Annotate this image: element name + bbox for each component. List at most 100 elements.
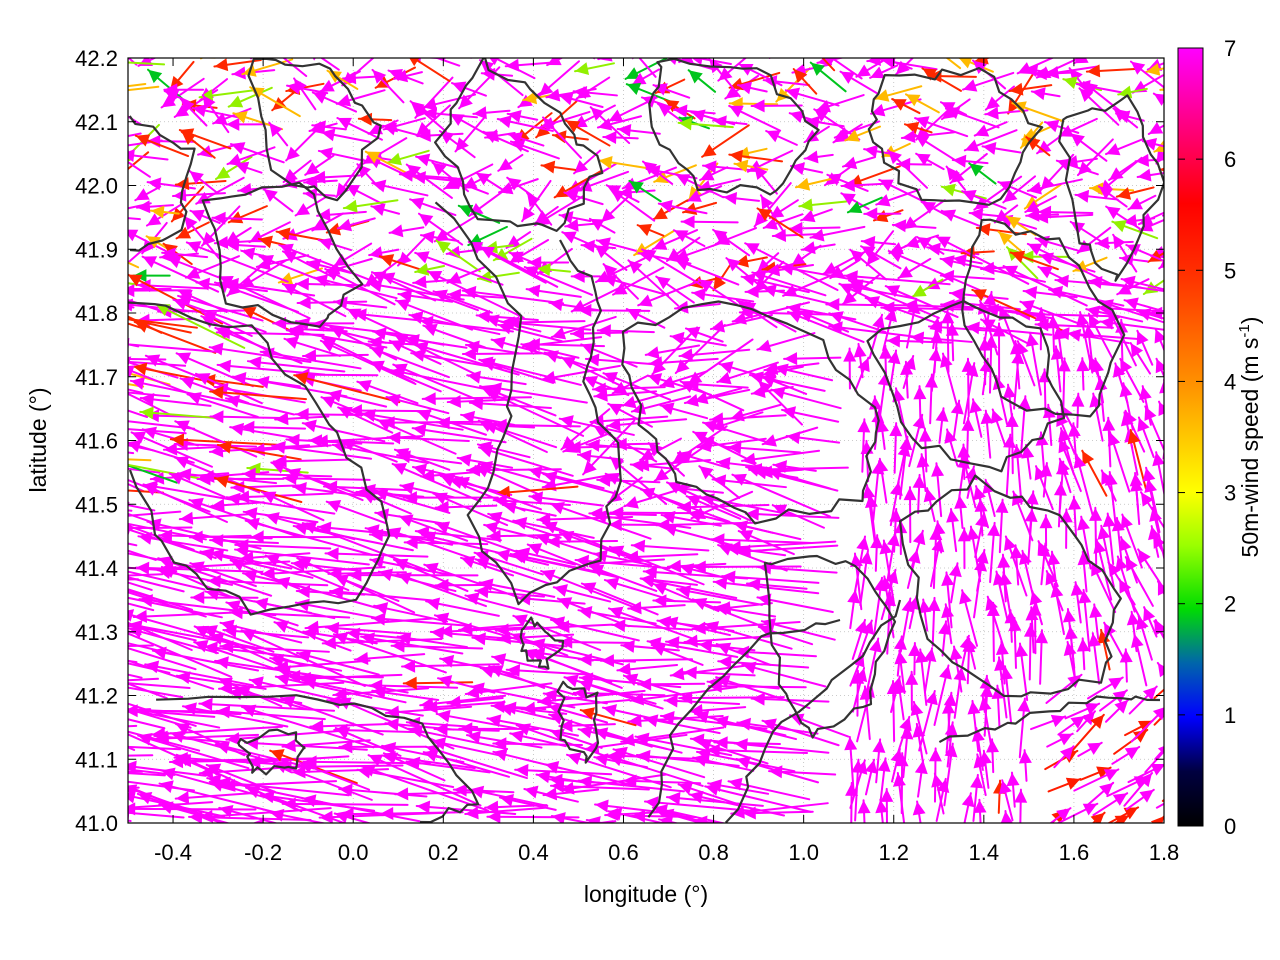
wind-arrow-397 xyxy=(961,190,1007,210)
wind-arrow-428 xyxy=(526,191,553,226)
wind-arrow-shaft xyxy=(461,289,565,305)
wind-arrow-shaft xyxy=(246,360,346,373)
wind-arrow-head xyxy=(305,162,320,175)
wind-arrow-500 xyxy=(997,230,1027,257)
wind-arrow-head xyxy=(1067,328,1082,342)
wind-arrow-shaft xyxy=(454,477,542,511)
wind-arrow-shaft xyxy=(525,31,559,40)
wind-arrow-1053 xyxy=(745,464,839,492)
wind-arrow-336 xyxy=(733,159,769,173)
wind-arrow-head xyxy=(941,183,956,197)
wind-arrow-head xyxy=(726,258,741,272)
wind-arrow-head xyxy=(254,597,269,611)
wind-arrow-134 xyxy=(792,68,818,95)
wind-arrow-head xyxy=(939,665,952,680)
wind-arrow-head xyxy=(741,273,756,286)
wind-arrow-446 xyxy=(920,200,949,218)
wind-arrow-head xyxy=(137,279,151,293)
wind-arrow-head xyxy=(365,151,381,164)
wind-arrow-head xyxy=(321,396,336,409)
wind-arrow-360 xyxy=(145,202,184,227)
wind-arrow-1061 xyxy=(1021,443,1035,480)
wind-arrow-1606 xyxy=(601,704,673,724)
wind-arrow-head xyxy=(554,185,570,198)
wind-arrow-245 xyxy=(963,129,1018,152)
wind-arrow-head xyxy=(1224,688,1238,700)
wind-arrow-head xyxy=(1039,515,1053,529)
wind-arrow-shaft xyxy=(128,632,233,678)
wind-arrow-head xyxy=(826,298,840,312)
wind-arrow-403 xyxy=(1097,185,1128,208)
wind-arrow-shaft xyxy=(45,467,121,476)
wind-arrow-head xyxy=(983,291,997,306)
wind-arrow-head xyxy=(145,354,161,367)
wind-arrow-1215 xyxy=(1039,514,1053,547)
wind-arrow-head xyxy=(217,440,232,454)
wind-arrow-1577 xyxy=(1153,688,1164,700)
wind-arrow-385 xyxy=(674,173,725,199)
wind-arrow-1025 xyxy=(168,472,226,499)
wind-arrow-head xyxy=(1207,646,1220,660)
wind-arrow-head xyxy=(861,246,876,259)
wind-arrow-788 xyxy=(560,356,626,389)
wind-arrow-17 xyxy=(457,58,472,59)
wind-arrow-head xyxy=(103,85,117,98)
wind-arrow-shaft xyxy=(286,675,384,679)
wind-arrow-head xyxy=(1153,534,1164,549)
wind-arrow-head xyxy=(182,702,197,716)
wind-arrow-head xyxy=(5,514,19,527)
wind-arrow-head xyxy=(961,417,975,432)
wind-arrow-1003 xyxy=(857,418,871,473)
wind-arrow-head xyxy=(1117,282,1132,295)
wind-arrow-head xyxy=(313,274,329,287)
wind-arrow-shaft xyxy=(543,45,587,49)
wind-arrow-shaft xyxy=(1210,646,1220,685)
wind-arrow-533 xyxy=(593,244,628,271)
wind-arrow-head xyxy=(1025,491,1039,505)
wind-arrow-head xyxy=(985,96,1000,110)
wind-arrow-588 xyxy=(641,248,708,290)
wind-arrow-head xyxy=(1129,472,1143,487)
wind-arrow-455 xyxy=(1122,214,1156,228)
wind-arrow-head xyxy=(745,284,759,298)
wind-arrow-head xyxy=(617,662,631,676)
wind-arrow-head xyxy=(617,124,632,137)
wind-arrow-shaft xyxy=(1207,336,1222,394)
wind-arrow-head xyxy=(128,473,129,474)
wind-arrow-shaft xyxy=(128,542,138,547)
wind-arrow-shaft xyxy=(423,701,506,709)
wind-arrow-head xyxy=(285,34,300,46)
wind-arrow-head xyxy=(856,536,870,551)
wind-arrow-head xyxy=(974,58,989,65)
wind-arrow-head xyxy=(397,572,412,585)
wind-arrow-189 xyxy=(891,98,921,115)
wind-arrow-shaft xyxy=(193,625,281,667)
wind-arrow-159 xyxy=(212,107,252,125)
wind-arrow-1115 xyxy=(1073,453,1094,516)
wind-arrow-head xyxy=(57,427,71,440)
wind-arrow-shaft xyxy=(390,644,484,650)
wind-arrow-head xyxy=(440,654,455,668)
wind-arrow-head xyxy=(535,212,550,226)
wind-arrow-head xyxy=(236,686,251,699)
wind-arrow-shaft xyxy=(537,689,646,704)
wind-arrow-1280 xyxy=(160,565,232,598)
wind-arrow-shaft xyxy=(495,485,579,495)
wind-arrow-1255 xyxy=(691,560,802,574)
wind-arrow-head xyxy=(1093,38,1107,51)
wind-arrow-head xyxy=(214,58,229,72)
wind-arrow-shaft xyxy=(434,58,461,67)
wind-arrow-769 xyxy=(144,354,205,380)
wind-arrow-head xyxy=(610,506,624,520)
wind-arrow-8 xyxy=(245,29,298,42)
wind-arrow-24 xyxy=(597,58,613,62)
wind-arrow-head xyxy=(771,386,786,400)
wind-arrow-1468 xyxy=(986,601,1000,663)
wind-arrow-1295 xyxy=(478,578,556,598)
wind-arrow-head xyxy=(196,277,211,291)
wind-arrow-head xyxy=(853,343,867,358)
wind-arrow-shaft xyxy=(128,647,197,671)
wind-arrow-1576 xyxy=(1128,685,1158,715)
wind-arrow-head xyxy=(421,531,437,545)
